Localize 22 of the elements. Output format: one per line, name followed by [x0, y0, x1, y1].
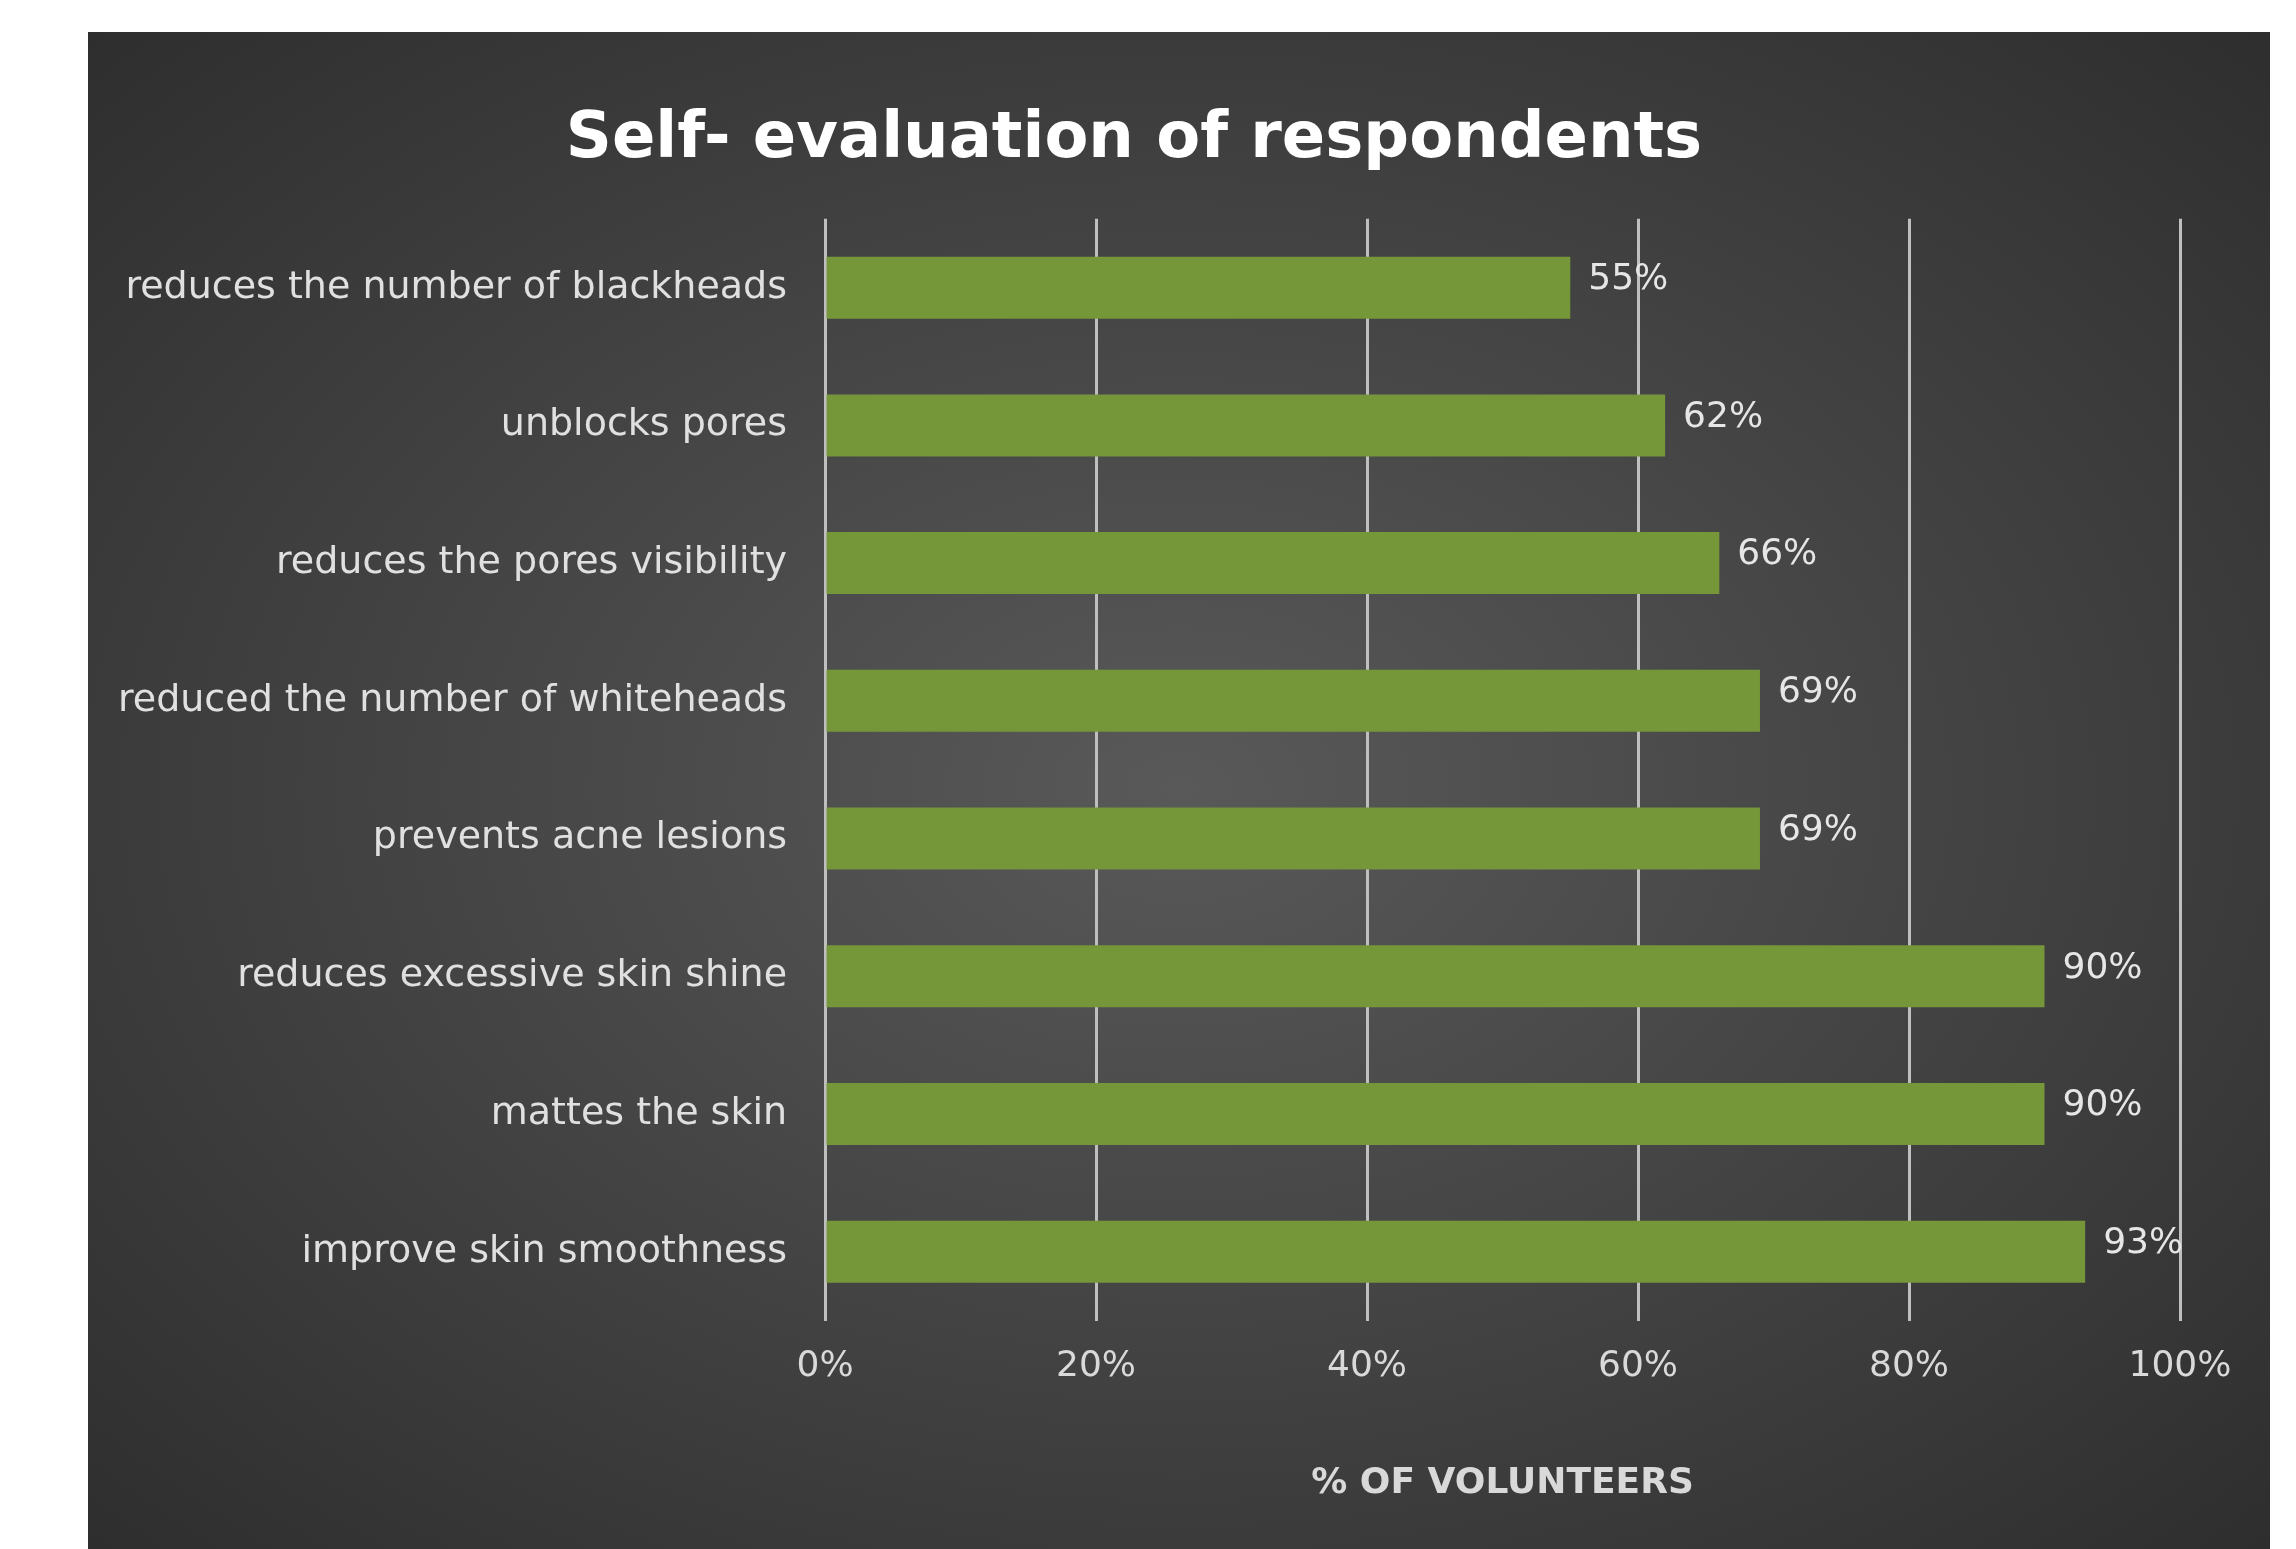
data-label: 69%	[1777, 806, 1858, 848]
data-label: 90%	[2062, 1082, 2143, 1124]
y-tick-label: reduces excessive skin shine	[237, 951, 788, 996]
x-tick-label: 0%	[796, 1342, 854, 1384]
y-tick-label: mattes the skin	[490, 1088, 788, 1133]
data-label: 69%	[1777, 669, 1858, 711]
x-axis-title: % OF VOLUNTEERS	[1311, 1459, 1694, 1501]
x-tick-label: 20%	[1056, 1342, 1137, 1384]
y-tick-label: reduces the number of blackheads	[125, 262, 788, 307]
y-tick-label: reduced the number of whiteheads	[118, 675, 788, 720]
y-tick-label: improve skin smoothness	[301, 1226, 788, 1271]
data-label: 90%	[2062, 944, 2143, 986]
y-tick-label: unblocks pores	[500, 400, 788, 445]
data-label: 62%	[1683, 393, 1764, 435]
x-tick-label: 40%	[1327, 1342, 1408, 1384]
x-tick-label: 100%	[2128, 1342, 2232, 1384]
chart-title: Self- evaluation of respondents	[565, 98, 1703, 173]
x-tick-label: 80%	[1869, 1342, 1950, 1384]
data-label: 66%	[1737, 531, 1818, 573]
y-tick-label: prevents acne lesions	[372, 813, 788, 858]
y-tick-label: reduces the pores visibility	[276, 537, 788, 582]
x-tick-label: 60%	[1598, 1342, 1679, 1384]
